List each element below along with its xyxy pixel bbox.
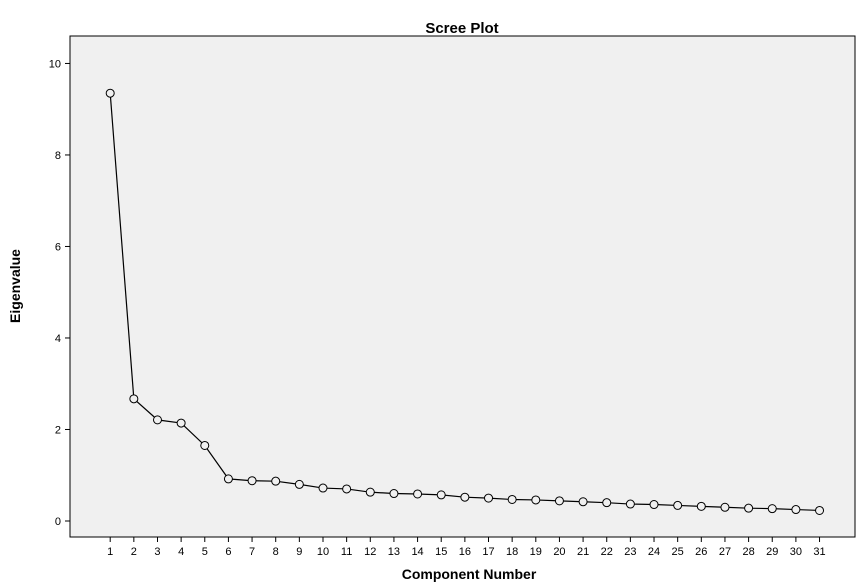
y-tick-label-6: 6: [55, 241, 61, 253]
x-tick-label-17: 17: [482, 546, 494, 558]
data-point-29: [767, 504, 777, 514]
x-tick-label-2: 2: [131, 546, 137, 558]
x-tick-label-27: 27: [719, 546, 731, 558]
x-tick-label-18: 18: [506, 546, 518, 558]
data-point-12: [365, 487, 375, 497]
x-tick-label-22: 22: [601, 546, 613, 558]
x-axis: 1 2 3 4 5 6 7 8 9 10 11 12 13 14 15 16 17 18 19 20 21 22 23 24 2…: [107, 537, 826, 558]
x-tick-label-20: 20: [553, 546, 565, 558]
data-point-31: [815, 505, 825, 515]
plot-area: [69, 35, 856, 538]
x-tick-label-5: 5: [202, 546, 208, 558]
data-point-21: [578, 497, 588, 507]
data-point-16: [460, 492, 470, 502]
y-tick-label-2: 2: [55, 424, 61, 436]
x-tick-label-10: 10: [317, 546, 329, 558]
x-tick-label-25: 25: [672, 546, 684, 558]
data-point-24: [649, 500, 659, 510]
data-point-11: [342, 484, 352, 494]
x-tick-label-31: 31: [813, 546, 825, 558]
data-point-9: [294, 479, 304, 489]
x-tick-label-4: 4: [178, 546, 184, 558]
data-point-8: [271, 476, 281, 486]
y-axis: 0 2 4 6 8 10: [49, 58, 70, 528]
data-point-30: [791, 505, 801, 515]
x-tick-label-24: 24: [648, 546, 660, 558]
data-point-22: [602, 498, 612, 508]
x-tick-label-30: 30: [790, 546, 802, 558]
x-tick-label-15: 15: [435, 546, 447, 558]
data-point-13: [389, 489, 399, 499]
y-tick-label-10: 10: [49, 58, 61, 70]
data-point-10: [318, 483, 328, 493]
x-tick-label-11: 11: [341, 546, 352, 558]
series-eigenvalues: [105, 88, 825, 515]
data-point-19: [531, 495, 541, 505]
y-tick-label-0: 0: [55, 516, 61, 528]
data-point-3: [152, 415, 162, 425]
x-tick-label-1: 1: [107, 546, 113, 558]
data-point-18: [507, 494, 517, 504]
x-axis-label: Component Number: [402, 566, 537, 582]
x-tick-label-23: 23: [624, 546, 636, 558]
x-tick-label-12: 12: [364, 546, 376, 558]
data-point-20: [554, 496, 564, 506]
x-tick-label-14: 14: [411, 546, 423, 558]
data-point-14: [413, 489, 423, 499]
data-point-15: [436, 490, 446, 500]
x-tick-label-26: 26: [695, 546, 707, 558]
x-tick-label-9: 9: [296, 546, 302, 558]
y-tick-label-4: 4: [55, 333, 61, 345]
data-point-2: [129, 394, 139, 404]
data-point-7: [247, 476, 257, 486]
data-point-26: [696, 501, 706, 511]
data-point-4: [176, 418, 186, 428]
data-point-27: [720, 502, 730, 512]
data-point-17: [484, 493, 494, 503]
data-point-28: [744, 503, 754, 513]
x-tick-label-19: 19: [530, 546, 542, 558]
x-tick-label-16: 16: [459, 546, 471, 558]
data-point-25: [673, 500, 683, 510]
data-point-6: [223, 474, 233, 484]
y-tick-label-8: 8: [55, 150, 61, 162]
data-point-1: [105, 88, 115, 98]
data-point-5: [200, 440, 210, 450]
y-axis-label: Eigenvalue: [7, 249, 23, 323]
x-tick-label-28: 28: [742, 546, 754, 558]
chart-title: Scree Plot: [425, 20, 498, 37]
x-tick-label-29: 29: [766, 546, 778, 558]
x-tick-label-13: 13: [388, 546, 400, 558]
data-point-23: [625, 499, 635, 509]
x-tick-label-21: 21: [577, 546, 589, 558]
x-tick-label-8: 8: [273, 546, 279, 558]
x-tick-label-6: 6: [225, 546, 231, 558]
x-tick-label-3: 3: [154, 546, 160, 558]
x-tick-label-7: 7: [249, 546, 255, 558]
